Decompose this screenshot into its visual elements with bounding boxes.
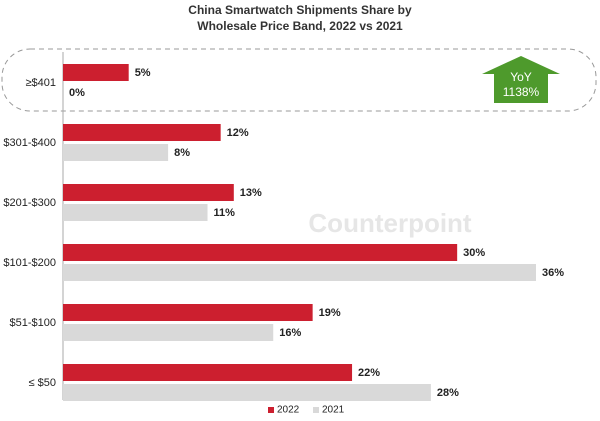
bar: [63, 64, 129, 81]
y-tick-label: $301-$400: [3, 137, 56, 149]
y-tick-label: ≤ $50: [29, 377, 56, 389]
data-label: 30%: [463, 247, 485, 259]
bar: [63, 304, 313, 321]
bar: [63, 264, 536, 281]
bar: [63, 384, 431, 401]
y-tick-label: $101-$200: [3, 257, 56, 269]
bar: [63, 124, 221, 141]
data-label: 36%: [542, 267, 564, 279]
bar: [63, 204, 208, 221]
data-label: 12%: [227, 127, 249, 139]
data-label: 28%: [437, 387, 459, 399]
legend-swatch: [313, 407, 319, 413]
highlight-box: [1, 48, 597, 112]
bar: [63, 364, 353, 381]
data-label: 5%: [135, 67, 151, 79]
data-label: 19%: [319, 307, 341, 319]
data-label: 22%: [358, 367, 380, 379]
yoy-arrow: [482, 56, 560, 103]
chart-title: Wholesale Price Band, 2022 vs 2021: [197, 19, 403, 33]
legend-label: 2022: [277, 405, 300, 416]
data-label: 11%: [214, 207, 236, 219]
legend-label: 2021: [322, 405, 345, 416]
data-label: 8%: [174, 147, 190, 159]
data-label: 16%: [279, 327, 301, 339]
data-label: 0%: [69, 87, 85, 99]
y-tick-label: $51-$100: [10, 317, 57, 329]
bar: [63, 144, 169, 161]
annotation: YoY: [510, 70, 532, 84]
annotation: 1138%: [503, 85, 540, 99]
bar: [63, 324, 274, 341]
y-tick-label: ≥$401: [25, 77, 56, 89]
bar: [63, 244, 458, 261]
chart-title: China Smartwatch Shipments Share by: [188, 3, 412, 17]
bar: [63, 184, 234, 201]
legend-swatch: [268, 407, 274, 413]
watermark: Counterpoint: [308, 208, 472, 238]
y-tick-label: $201-$300: [3, 197, 56, 209]
data-label: 13%: [240, 187, 262, 199]
